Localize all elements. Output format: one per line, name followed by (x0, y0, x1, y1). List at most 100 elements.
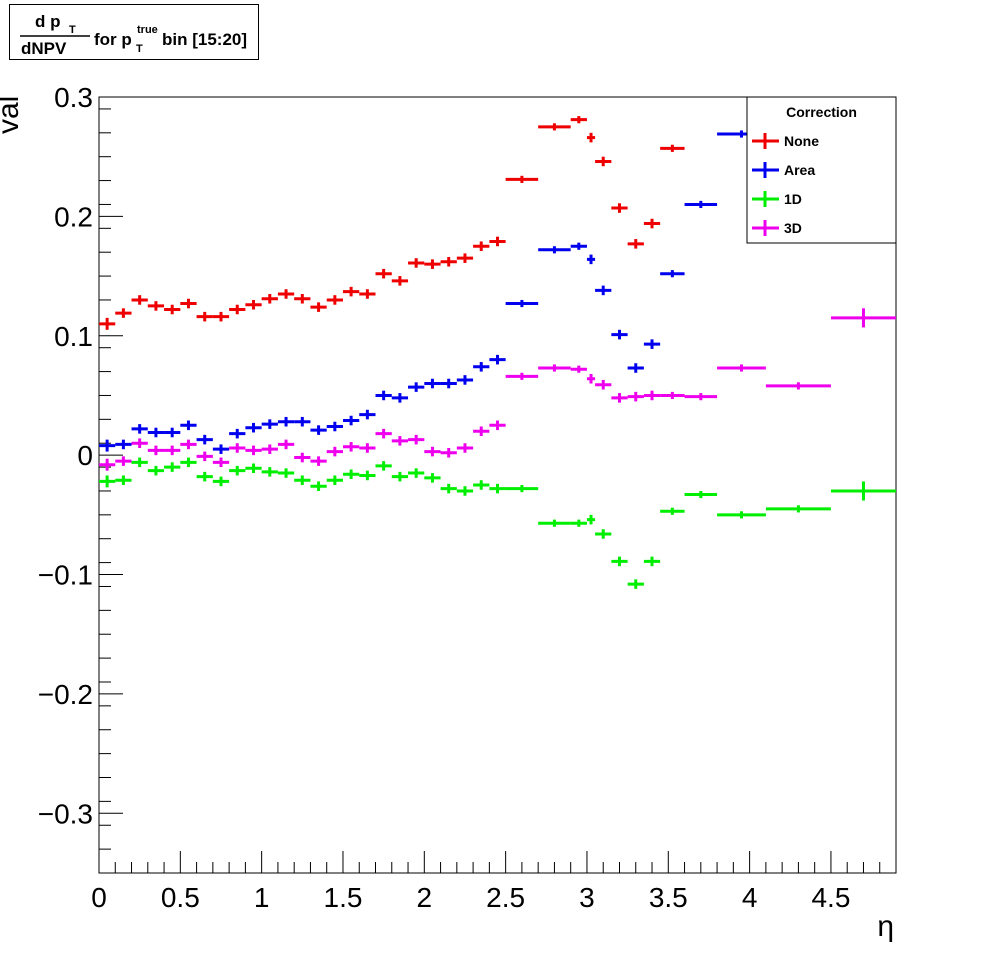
data-point (342, 442, 360, 452)
data-point (643, 339, 661, 349)
data-point (570, 519, 587, 527)
data-point (147, 301, 165, 311)
y-tick-label: −0.1 (38, 560, 93, 591)
data-point (342, 415, 360, 426)
data-point (765, 505, 831, 513)
data-point (147, 445, 165, 456)
data-point (180, 298, 197, 309)
data-point (627, 579, 644, 589)
data-point (830, 481, 896, 501)
data-point (456, 486, 474, 496)
data-point (408, 468, 425, 478)
series-1d (99, 457, 896, 589)
legend-title: Correction (786, 104, 857, 120)
x-tick-label: 2.5 (486, 882, 525, 913)
data-point (196, 311, 213, 322)
data-point (196, 434, 213, 445)
data-point (180, 420, 197, 431)
data-point (164, 427, 181, 438)
data-point (131, 295, 148, 305)
data-point (375, 390, 392, 401)
data-point (229, 465, 246, 476)
data-point (456, 375, 474, 385)
y-tick-label: −0.3 (38, 798, 93, 829)
x-tick-label: 0.5 (161, 882, 200, 913)
data-point (310, 302, 327, 312)
data-point (277, 439, 295, 450)
data-point (440, 256, 457, 267)
x-tick-label: 3.5 (649, 882, 688, 913)
data-point (505, 299, 539, 308)
data-point (717, 511, 766, 519)
data-point (245, 299, 262, 310)
title-fraction-numerator: d p (35, 12, 61, 31)
data-point (538, 519, 571, 527)
data-point (294, 293, 311, 304)
legend-label: None (784, 133, 819, 149)
data-point (164, 462, 181, 472)
data-point (489, 236, 506, 247)
data-point (586, 514, 596, 525)
data-point (261, 419, 278, 429)
x-tick-label: 2 (417, 882, 433, 913)
data-point (310, 456, 327, 466)
data-point (131, 424, 148, 434)
data-point (424, 473, 441, 483)
series-none (99, 116, 685, 330)
chart-title: d p T dNPV for p true T bin [15:20] (20, 12, 247, 58)
data-point (473, 362, 490, 372)
title-fraction-numerator-subscript: T (69, 24, 76, 36)
y-tick-label: 0 (77, 440, 93, 471)
data-point (643, 556, 661, 567)
data-point (660, 507, 685, 515)
legend-label: Area (784, 162, 815, 178)
data-point (277, 289, 295, 299)
data-point (643, 218, 661, 229)
data-point (212, 311, 230, 322)
x-tick-label: 1 (254, 882, 270, 913)
data-point (359, 289, 376, 299)
data-point (595, 529, 612, 539)
data-point (473, 241, 490, 252)
x-tick-label: 1.5 (324, 882, 363, 913)
data-point (245, 463, 262, 474)
data-point (326, 475, 343, 485)
data-point (684, 490, 718, 499)
data-point (684, 393, 718, 401)
data-point (440, 483, 457, 494)
data-point (424, 378, 441, 389)
data-point (505, 175, 539, 183)
data-point (595, 156, 612, 167)
legend: Correction None Area 1D 3D (746, 96, 897, 244)
data-point (180, 457, 197, 468)
y-tick-label: 0.3 (54, 82, 93, 113)
data-point (359, 409, 376, 420)
data-point (538, 246, 571, 254)
data-point (627, 391, 644, 402)
legend-entry-area: Area (752, 162, 815, 178)
x-tick-label: 4 (742, 882, 758, 913)
data-point (717, 364, 766, 372)
data-point (342, 469, 360, 480)
data-point (294, 416, 311, 427)
data-point (147, 427, 165, 438)
data-point (99, 439, 116, 452)
data-point (212, 476, 230, 487)
data-point (261, 467, 278, 477)
data-point (245, 445, 262, 456)
data-point (375, 461, 392, 471)
data-point (229, 428, 246, 439)
legend-entry-3d: 3D (752, 220, 802, 236)
data-point (115, 475, 132, 485)
data-point (115, 456, 132, 466)
data-point (229, 304, 246, 315)
data-point (294, 452, 311, 463)
data-point (294, 475, 311, 485)
data-point (643, 390, 661, 401)
data-point (627, 239, 644, 249)
data-point (359, 443, 376, 453)
y-tick-label: −0.2 (38, 679, 93, 710)
legend-label: 3D (784, 220, 802, 236)
data-point (359, 470, 376, 481)
